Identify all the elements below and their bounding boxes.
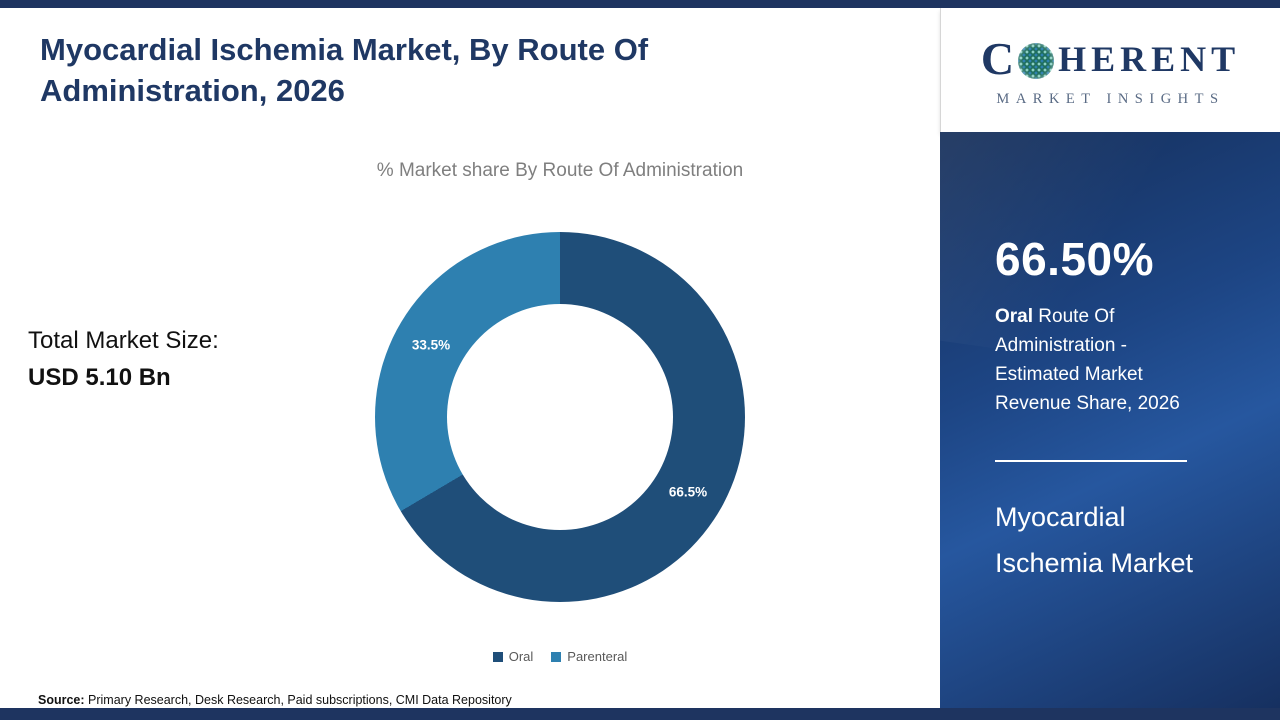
legend-swatch-oral xyxy=(492,651,503,662)
legend-label-parenteral: Parenteral xyxy=(567,649,628,664)
page-title: Myocardial Ischemia Market, By Route Of … xyxy=(40,32,649,108)
total-market-size-label: Total Market Size: xyxy=(28,327,219,354)
source-text: Primary Research, Desk Research, Paid su… xyxy=(84,693,512,707)
total-market-size-value: USD 5.10 Bn xyxy=(28,364,171,391)
headline-percentage: 66.50% xyxy=(995,233,1155,285)
chart-title: % Market share By Route Of Administratio… xyxy=(376,160,744,181)
headline-description-bold: Oral xyxy=(995,306,1034,327)
logo: C HERENT MARKET INSIGHTS xyxy=(940,8,1280,132)
logo-subtitle: MARKET INSIGHTS xyxy=(996,91,1225,107)
source-label: Source: xyxy=(38,693,85,707)
logo-wordmark: C HERENT xyxy=(981,32,1240,85)
logo-letter-c: C xyxy=(980,33,1017,84)
headline-description-rest: Route Of Administration - Estimated Mark… xyxy=(995,306,1180,414)
panel-market-title: Myocardial Ischemia Market xyxy=(995,502,1194,578)
bottom-bar xyxy=(0,708,1280,720)
right-panel: 66.50% Oral Route Of Administration - Es… xyxy=(940,132,1280,708)
legend-swatch-parenteral xyxy=(551,651,562,662)
globe-icon xyxy=(1018,42,1055,79)
slice-label-parenteral: 33.5% xyxy=(411,337,451,353)
logo-letters-rest: HERENT xyxy=(1058,38,1241,79)
headline-description: Oral Route Of Administration - Estimated… xyxy=(995,302,1213,418)
donut-chart: 66.5% 33.5% xyxy=(375,232,745,602)
source-line: Source: Primary Research, Desk Research,… xyxy=(38,693,512,707)
legend-item-oral: Oral xyxy=(492,649,534,664)
legend-item-parenteral: Parenteral xyxy=(551,649,627,664)
legend-label-oral: Oral xyxy=(508,649,534,664)
total-market-size: Total Market Size: USD 5.10 Bn xyxy=(28,327,219,392)
top-bar xyxy=(0,0,1280,8)
donut-hole xyxy=(447,304,673,530)
slice-label-oral: 66.5% xyxy=(668,484,708,500)
chart-legend: Oral Parenteral xyxy=(180,649,940,664)
divider-line xyxy=(995,460,1187,462)
